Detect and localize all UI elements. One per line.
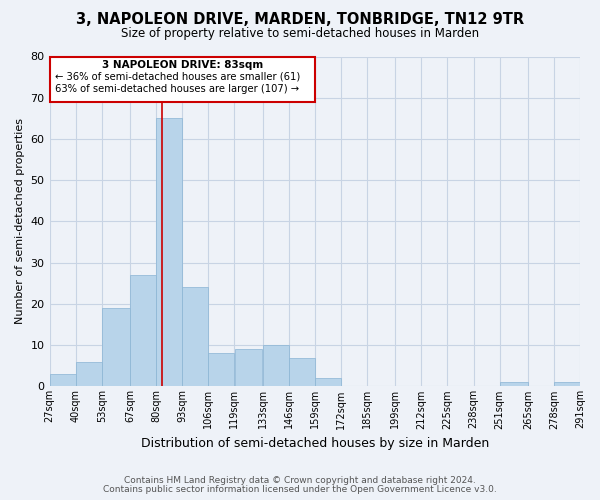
Text: Size of property relative to semi-detached houses in Marden: Size of property relative to semi-detach… xyxy=(121,28,479,40)
Bar xyxy=(130,275,156,386)
Bar xyxy=(102,308,130,386)
Text: Contains public sector information licensed under the Open Government Licence v3: Contains public sector information licen… xyxy=(103,485,497,494)
Bar xyxy=(235,350,262,387)
Bar xyxy=(500,382,527,386)
Y-axis label: Number of semi-detached properties: Number of semi-detached properties xyxy=(15,118,25,324)
X-axis label: Distribution of semi-detached houses by size in Marden: Distribution of semi-detached houses by … xyxy=(140,437,489,450)
Text: ← 36% of semi-detached houses are smaller (61): ← 36% of semi-detached houses are smalle… xyxy=(55,72,300,82)
Text: Contains HM Land Registry data © Crown copyright and database right 2024.: Contains HM Land Registry data © Crown c… xyxy=(124,476,476,485)
Bar xyxy=(263,345,289,387)
Text: 63% of semi-detached houses are larger (107) →: 63% of semi-detached houses are larger (… xyxy=(55,84,299,94)
Bar xyxy=(315,378,341,386)
Bar xyxy=(76,362,101,386)
Bar xyxy=(554,382,580,386)
Bar xyxy=(182,288,208,386)
FancyBboxPatch shape xyxy=(50,56,315,102)
Text: 3 NAPOLEON DRIVE: 83sqm: 3 NAPOLEON DRIVE: 83sqm xyxy=(101,60,263,70)
Bar xyxy=(289,358,314,386)
Bar xyxy=(208,354,234,386)
Text: 3, NAPOLEON DRIVE, MARDEN, TONBRIDGE, TN12 9TR: 3, NAPOLEON DRIVE, MARDEN, TONBRIDGE, TN… xyxy=(76,12,524,28)
Bar xyxy=(156,118,182,386)
Bar xyxy=(50,374,76,386)
